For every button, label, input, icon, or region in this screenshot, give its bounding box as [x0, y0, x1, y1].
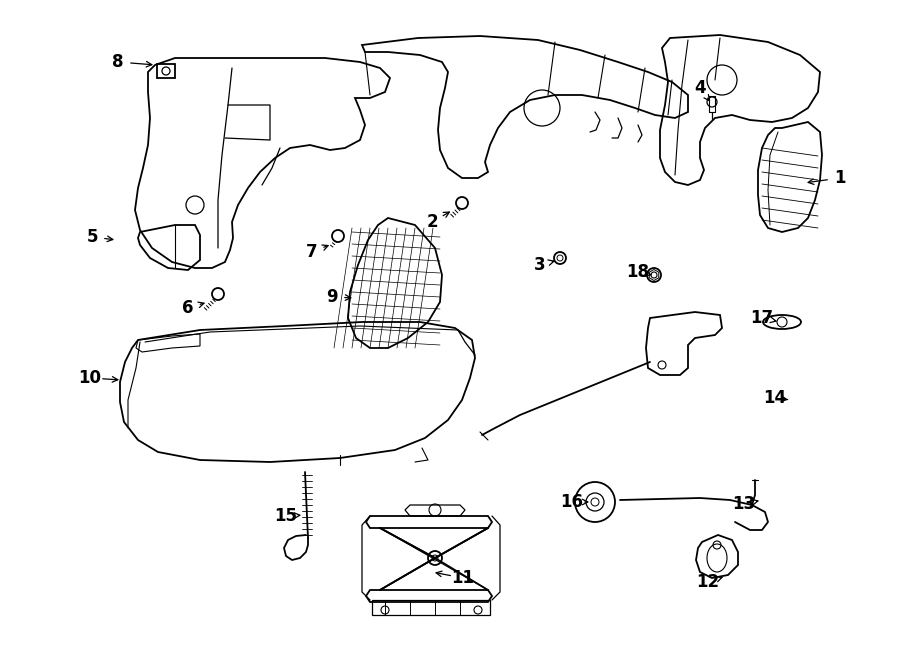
Text: 2: 2 — [427, 213, 437, 231]
Text: 4: 4 — [694, 79, 706, 97]
Text: 5: 5 — [86, 228, 98, 246]
Text: 17: 17 — [751, 309, 774, 327]
Text: 18: 18 — [626, 263, 650, 281]
Text: 12: 12 — [697, 573, 720, 591]
Text: 15: 15 — [274, 507, 298, 525]
Text: 13: 13 — [733, 495, 756, 513]
Text: 8: 8 — [112, 53, 124, 71]
Text: 11: 11 — [452, 569, 474, 587]
Text: 10: 10 — [78, 369, 102, 387]
Text: 16: 16 — [561, 493, 583, 511]
Text: 14: 14 — [763, 389, 787, 407]
Text: 9: 9 — [326, 288, 338, 306]
Text: 1: 1 — [834, 169, 846, 187]
Text: 6: 6 — [182, 299, 194, 317]
Text: 7: 7 — [306, 243, 318, 261]
Text: 3: 3 — [535, 256, 545, 274]
